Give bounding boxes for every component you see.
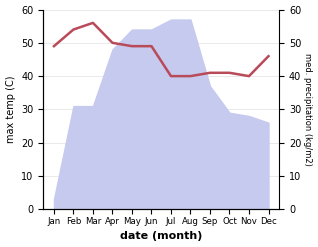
Y-axis label: max temp (C): max temp (C) bbox=[5, 76, 16, 143]
X-axis label: date (month): date (month) bbox=[120, 231, 203, 242]
Y-axis label: med. precipitation (kg/m2): med. precipitation (kg/m2) bbox=[303, 53, 313, 166]
